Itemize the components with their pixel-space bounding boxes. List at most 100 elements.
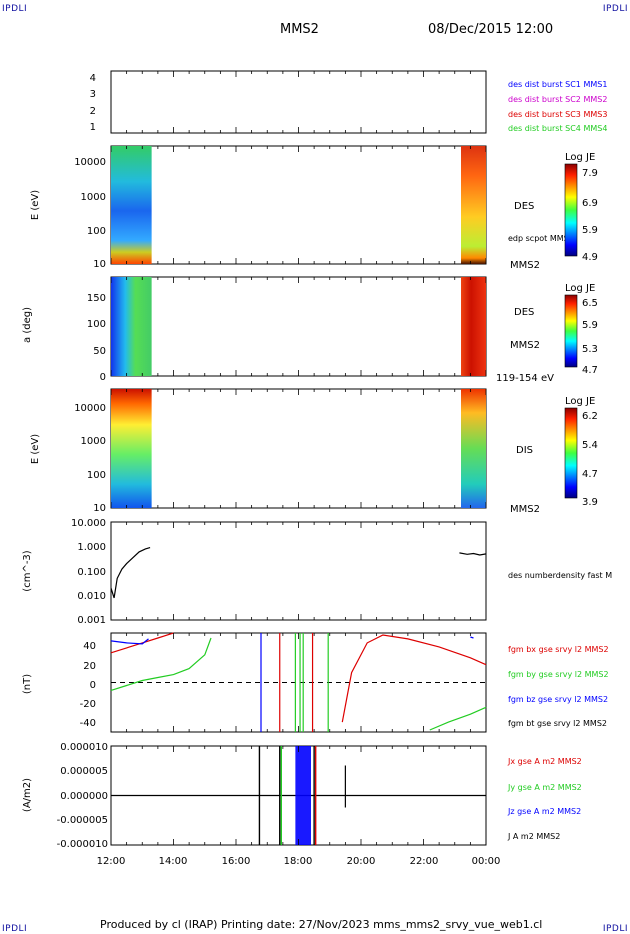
p4-side-label: MMS2 <box>510 504 540 515</box>
p1-ytick-label: 1 <box>90 122 96 133</box>
p1-ytick-label: 4 <box>90 73 96 84</box>
panel-1-frame <box>110 70 487 134</box>
p4-ytick-label: 10000 <box>74 403 106 414</box>
x-tick-label: 16:00 <box>222 856 251 867</box>
p6-legend-item: fgm bt gse srvy l2 MMS2 <box>508 719 607 728</box>
p7-legend-item: Jy gse A m2 MMS2 <box>507 783 582 792</box>
p6-ytick-label: 20 <box>83 661 96 672</box>
p4-ytick-label: 1000 <box>81 436 106 447</box>
p2-colorbar-title: Log JE <box>565 152 595 163</box>
p6-ylabel: (nT) <box>22 674 33 694</box>
axis-ticks <box>110 71 487 845</box>
p4-colorbar-tick: 5.4 <box>582 440 598 451</box>
p1-legend-item: des dist burst SC3 MMS3 <box>508 110 607 119</box>
p6-ytick-label: -20 <box>80 699 96 710</box>
pad-spectrogram-block <box>461 277 486 376</box>
footer-credit: Produced by cl (IRAP) Printing date: 27/… <box>100 918 543 931</box>
p1-legend-item: des dist burst SC4 MMS4 <box>508 124 607 133</box>
p2-colorbar-tick: 6.9 <box>582 198 598 209</box>
p7-ytick-label: 0.000005 <box>60 766 108 777</box>
p7-ytick-label: 0.000010 <box>60 742 108 753</box>
x-tick-label: 12:00 <box>97 856 126 867</box>
spectrograms <box>111 146 486 508</box>
p5-ytick-label: 0.001 <box>77 615 106 626</box>
des-spectrogram-block <box>111 146 152 264</box>
p3-colorbar: Log JE 6.5 5.9 5.3 4.7 <box>564 283 598 376</box>
dis-spectrogram-block <box>461 389 486 508</box>
brand-corner-bottom-right: IPDLI <box>602 924 628 934</box>
panel-5-frame <box>110 521 487 621</box>
p7-ytick-label: -0.000010 <box>57 839 108 850</box>
p5-ytick-label: 0.010 <box>77 591 106 602</box>
brand-corner-top-right: IPDLI <box>602 4 628 14</box>
p4-colorbar-title: Log JE <box>565 396 595 407</box>
p2-ylabel: E (eV) <box>30 190 41 220</box>
p2-colorbar-tick: 5.9 <box>582 225 598 236</box>
p2-colorbar: Log JE 7.9 6.9 5.9 4.9 <box>564 152 598 263</box>
p7-legend-item: J A m2 MMS2 <box>507 832 560 841</box>
x-tick-label: 14:00 <box>159 856 188 867</box>
density-line <box>110 547 151 599</box>
p3-ytick-label: 150 <box>87 293 106 304</box>
p2-side-label: edp scpot MMS2 <box>508 234 574 243</box>
des-spectrogram-block <box>461 146 486 264</box>
p3-colorbar-tick: 4.7 <box>582 365 598 376</box>
p3-colorbar-tick: 5.3 <box>582 344 598 355</box>
brand-corner-bottom-left: IPDLI <box>2 924 28 934</box>
p4-ytick-label: 100 <box>87 470 106 481</box>
p2-side-label: DES <box>514 201 534 212</box>
p3-side-label: 119-154 eV <box>496 373 554 384</box>
p7-ylabel: (A/m2) <box>22 778 33 812</box>
p1-legend-item: des dist burst SC1 MMS1 <box>508 80 607 89</box>
p5-ytick-label: 10.000 <box>71 518 106 529</box>
x-tick-label: 18:00 <box>284 856 313 867</box>
p3-colorbar-tick: 6.5 <box>582 298 598 309</box>
p7-ytick-label: -0.000005 <box>57 815 108 826</box>
p6-legend-item: fgm bz gse srvy l2 MMS2 <box>508 695 608 704</box>
brand-corner-top-left: IPDLI <box>2 4 28 14</box>
plot-datetime: 08/Dec/2015 12:00 <box>428 22 554 37</box>
density-line <box>459 552 487 556</box>
p6-ytick-label: 0 <box>90 680 96 691</box>
bfield-line <box>110 637 487 731</box>
p7-ytick-label: 0.000000 <box>60 791 108 802</box>
p4-colorbar-tick: 4.7 <box>582 469 598 480</box>
current-burst <box>295 746 311 845</box>
bfield-line <box>110 632 487 723</box>
p4-colorbar-tick: 6.2 <box>582 411 598 422</box>
p6-ytick-label: 40 <box>83 641 96 652</box>
p5-ytick-label: 1.000 <box>77 542 106 553</box>
p4-colorbar: Log JE 6.2 5.4 4.7 3.9 <box>564 396 598 508</box>
p6-legend-item: fgm by gse srvy l2 MMS2 <box>508 670 609 679</box>
p4-ylabel: E (eV) <box>30 434 41 464</box>
p7-legend-item: Jz gse A m2 MMS2 <box>507 807 581 816</box>
p1-ytick-label: 3 <box>90 89 96 100</box>
p2-ytick-label: 1000 <box>81 192 106 203</box>
p4-ytick-label: 10 <box>93 503 106 514</box>
panel-4-frame <box>110 388 487 509</box>
p2-side-label: MMS2 <box>510 260 540 271</box>
p2-ytick-label: 100 <box>87 226 106 237</box>
bfield-line <box>110 636 474 645</box>
p7-legend-item: Jx gse A m2 MMS2 <box>507 757 582 766</box>
p2-colorbar-tick: 7.9 <box>582 168 598 179</box>
p3-side-label: DES <box>514 307 534 318</box>
x-tick-label: 00:00 <box>472 856 501 867</box>
p3-ytick-label: 0 <box>100 372 106 383</box>
p6-ytick-label: -40 <box>80 718 96 729</box>
p2-colorbar-tick: 4.9 <box>582 252 598 263</box>
p5-legend-item: des numberdensity fast M <box>508 571 612 580</box>
p3-ytick-label: 100 <box>87 319 106 330</box>
p1-legend-item: des dist burst SC2 MMS2 <box>508 95 607 104</box>
data-lines <box>110 547 487 845</box>
p4-side-label: DIS <box>516 445 533 456</box>
dis-spectrogram-block <box>111 389 152 508</box>
p3-colorbar-tick: 5.9 <box>582 320 598 331</box>
p3-colorbar-title: Log JE <box>565 283 595 294</box>
panel-2-frame <box>110 145 487 265</box>
pad-spectrogram-block <box>111 277 152 376</box>
p6-legend-item: fgm bx gse srvy l2 MMS2 <box>508 645 609 654</box>
p3-ytick-label: 50 <box>93 346 106 357</box>
p1-ytick-label: 2 <box>90 106 96 117</box>
p5-ylabel: (cm^-3) <box>22 550 33 591</box>
